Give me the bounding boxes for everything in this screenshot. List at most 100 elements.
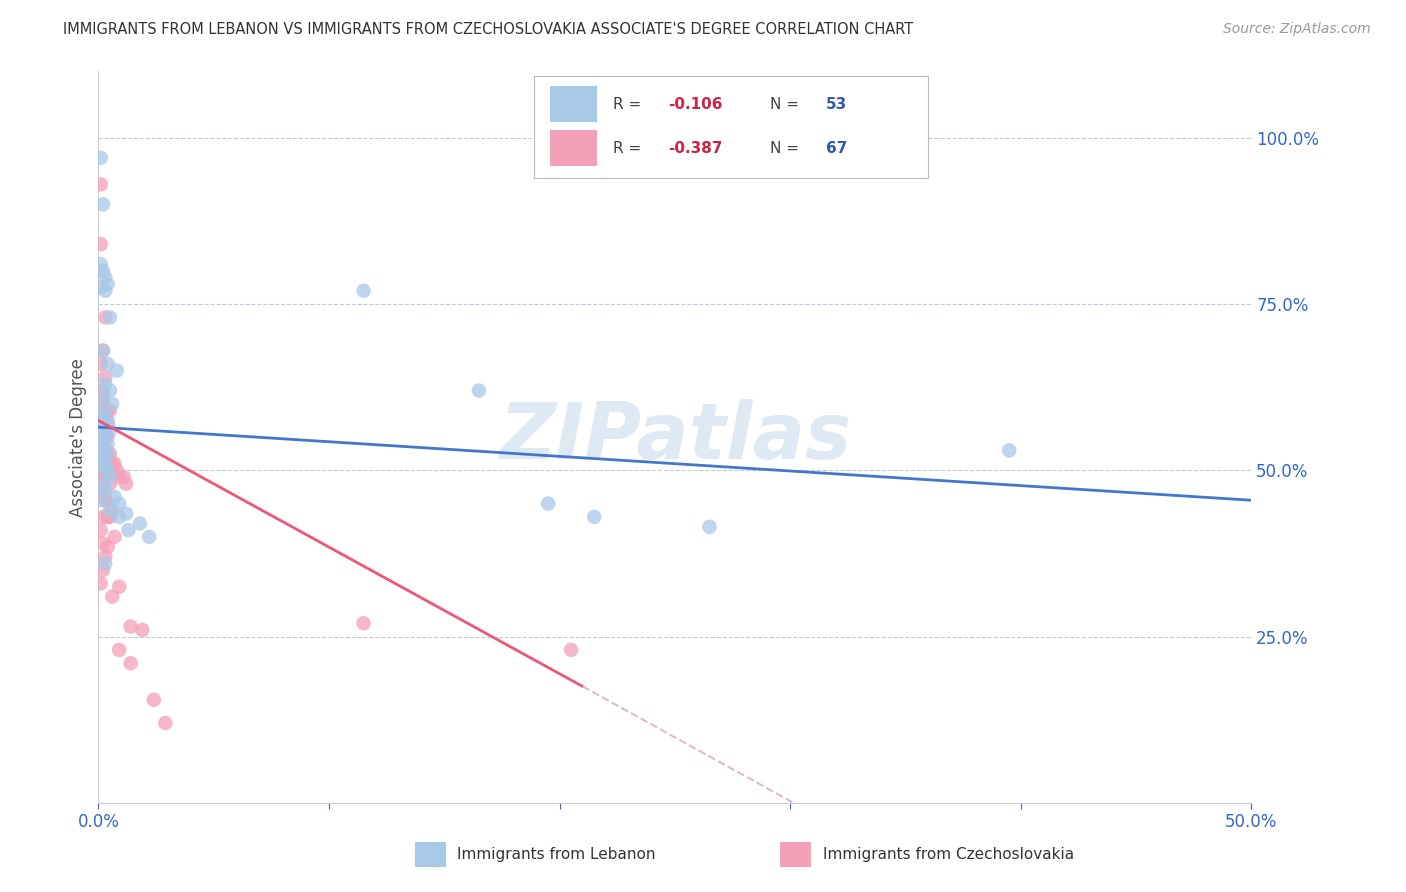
Point [91, 436, 114, 450]
Point [97, 457, 120, 471]
Point [94, 410, 117, 425]
Point [101, 397, 124, 411]
Point [94, 310, 117, 325]
Point [98, 509, 121, 524]
Point [90, 460, 112, 475]
Text: R =: R = [613, 141, 647, 156]
Point [90, 486, 112, 500]
Text: N =: N = [770, 141, 804, 156]
Point [97, 450, 120, 464]
Point [537, 497, 560, 511]
Point [91, 450, 114, 464]
Point [97, 357, 120, 371]
Point [115, 476, 138, 491]
Point [98, 403, 121, 417]
Point [101, 457, 124, 471]
Point [94, 407, 117, 421]
Point [91, 390, 114, 404]
Point [90, 417, 112, 431]
Point [90, 473, 112, 487]
Point [90, 434, 112, 448]
Text: 67: 67 [825, 141, 846, 156]
Point [90, 493, 112, 508]
Point [91, 410, 114, 425]
Point [94, 483, 117, 498]
Point [97, 509, 120, 524]
Point [94, 443, 117, 458]
Text: N =: N = [770, 97, 804, 112]
Text: ZIPatlas: ZIPatlas [499, 399, 851, 475]
Text: Immigrants from Czechoslovakia: Immigrants from Czechoslovakia [823, 847, 1074, 862]
Point [115, 507, 138, 521]
Point [105, 463, 128, 477]
Point [91, 443, 114, 458]
Point [90, 178, 112, 192]
Point [98, 424, 121, 438]
Point [94, 430, 117, 444]
Point [94, 470, 117, 484]
Point [91, 397, 114, 411]
Point [91, 483, 114, 498]
Point [90, 357, 112, 371]
Point [90, 390, 112, 404]
Point [90, 523, 112, 537]
Point [120, 619, 142, 633]
Point [97, 436, 120, 450]
Point [90, 400, 112, 414]
Bar [550, 87, 598, 122]
Point [117, 523, 139, 537]
Point [98, 503, 121, 517]
Point [97, 463, 120, 477]
Point [90, 237, 112, 252]
Point [103, 457, 125, 471]
Point [90, 576, 112, 591]
Point [97, 447, 120, 461]
Point [90, 280, 112, 294]
Point [90, 450, 112, 464]
Point [91, 453, 114, 467]
Point [91, 463, 114, 477]
Text: Source: ZipAtlas.com: Source: ZipAtlas.com [1223, 22, 1371, 37]
Point [94, 284, 117, 298]
Point [120, 656, 142, 670]
Point [98, 476, 121, 491]
Text: Immigrants from Lebanon: Immigrants from Lebanon [457, 847, 655, 862]
Point [108, 509, 131, 524]
Point [699, 520, 721, 534]
Point [998, 443, 1021, 458]
Text: -0.387: -0.387 [668, 141, 723, 156]
Point [105, 363, 128, 377]
Bar [550, 130, 598, 166]
Point [91, 563, 114, 577]
Point [131, 623, 153, 637]
Point [112, 470, 135, 484]
Text: -0.106: -0.106 [668, 97, 723, 112]
Point [101, 503, 124, 517]
Point [108, 643, 131, 657]
Point [97, 417, 120, 431]
Point [94, 370, 117, 384]
Point [94, 490, 117, 504]
Text: IMMIGRANTS FROM LEBANON VS IMMIGRANTS FROM CZECHOSLOVAKIA ASSOCIATE'S DEGREE COR: IMMIGRANTS FROM LEBANON VS IMMIGRANTS FR… [63, 22, 914, 37]
Point [560, 643, 582, 657]
Point [90, 460, 112, 475]
Point [97, 540, 120, 554]
Point [97, 413, 120, 427]
Point [90, 426, 112, 441]
Point [91, 536, 114, 550]
Text: 53: 53 [825, 97, 846, 112]
Point [468, 384, 491, 398]
Point [91, 509, 114, 524]
Point [103, 530, 125, 544]
Point [90, 403, 112, 417]
Point [97, 430, 120, 444]
Y-axis label: Associate's Degree: Associate's Degree [69, 358, 87, 516]
Point [103, 490, 125, 504]
Point [108, 497, 131, 511]
Point [353, 616, 375, 631]
Point [90, 151, 112, 165]
Point [98, 470, 121, 484]
Point [98, 447, 121, 461]
Point [90, 467, 112, 481]
Point [108, 580, 131, 594]
